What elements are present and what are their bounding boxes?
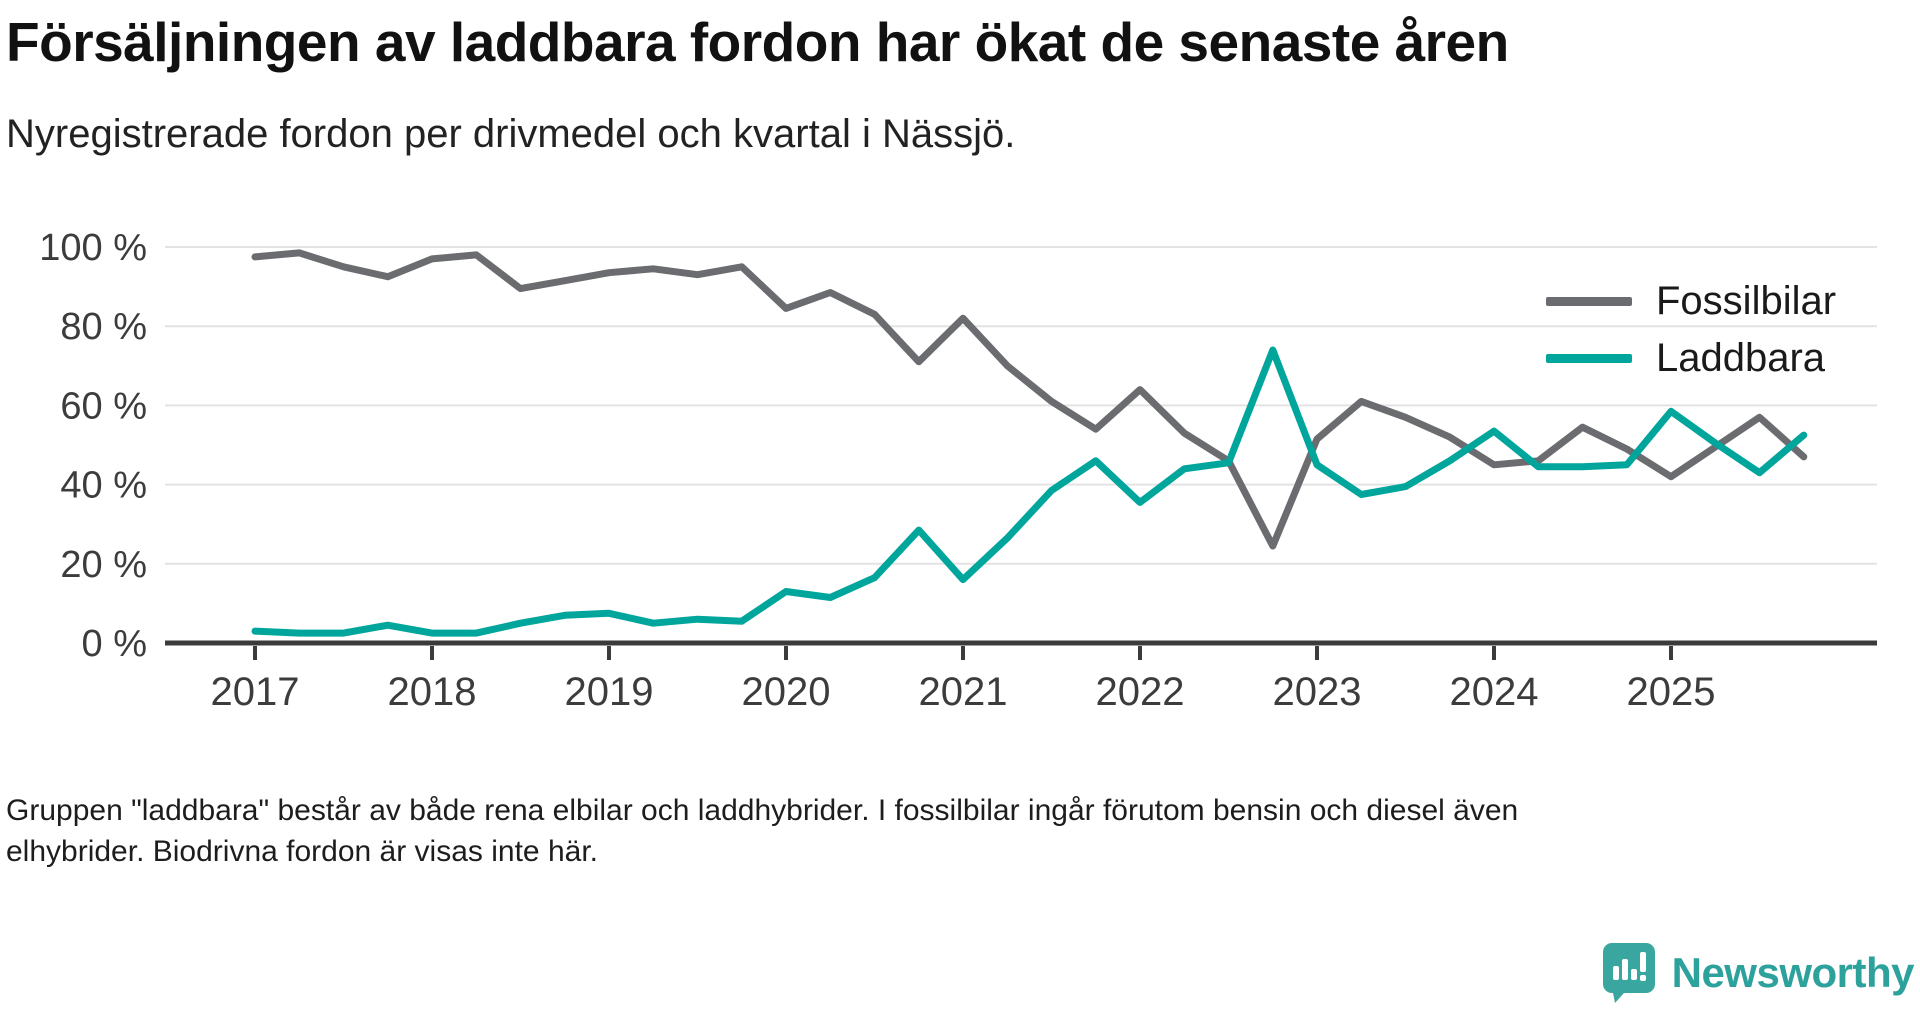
legend-swatch-laddbara [1546,353,1632,363]
footnote-line-1: Gruppen "laddbara" består av både rena e… [6,794,1519,827]
footnote-line-2: elhybrider. Biodrivna fordon är visas in… [6,835,598,868]
series-line-laddbara [251,346,1808,637]
chart-subtitle: Nyregistrerade fordon per drivmedel och … [6,112,1016,156]
x-axis-tick-label: 2025 [1627,670,1716,714]
series-line-fossilbilar [251,249,1808,550]
legend-label-laddbara: Laddbara [1656,336,1826,380]
newsworthy-logo-icon [1602,943,1655,1003]
footnote: Gruppen "laddbara" består av både rena e… [6,790,1566,872]
x-axis-tick-label: 2018 [388,670,477,714]
y-axis-tick-label: 0 % [82,623,147,665]
newsworthy-logo-text: Newsworthy [1671,949,1915,996]
legend-swatch-fossilbilar [1546,296,1632,306]
x-axis-tick-label: 2021 [919,670,1008,714]
x-axis-tick-label: 2017 [211,670,300,714]
y-axis-tick-label: 100 % [39,227,147,269]
y-axis-tick-label: 60 % [60,385,147,427]
legend-label-fossilbilar: Fossilbilar [1656,279,1837,323]
y-axis-tick-label: 80 % [60,306,147,348]
y-axis-tick-label: 40 % [60,465,147,507]
chart-title: Försäljningen av laddbara fordon har öka… [6,11,1509,73]
y-axis-tick-label: 20 % [60,544,147,586]
newsworthy-logo: Newsworthy [1602,942,1915,1004]
x-axis-tick-label: 2022 [1096,670,1185,714]
x-axis-tick-label: 2023 [1273,670,1362,714]
legend-item-fossilbilar: Fossilbilar [1546,279,1836,323]
x-axis-tick-label: 2024 [1450,670,1539,714]
x-axis-tick-label: 2019 [565,670,654,714]
x-axis-tick-label: 2020 [742,670,831,714]
legend-item-laddbara: Laddbara [1546,336,1825,380]
